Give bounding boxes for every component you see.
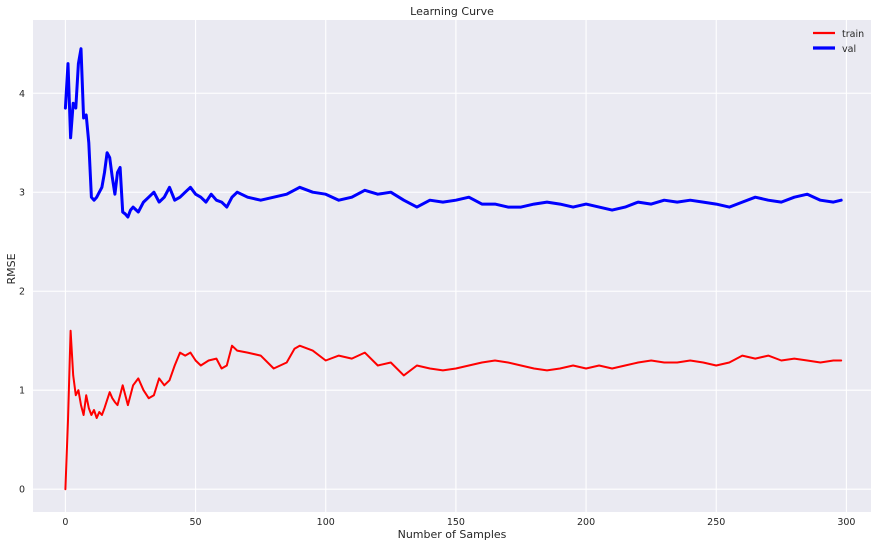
x-tick-label: 150 [447, 517, 465, 528]
y-axis-label: RMSE [5, 253, 18, 284]
x-tick-label: 300 [837, 517, 855, 528]
legend: train val [813, 29, 864, 55]
y-tick-label: 1 [19, 386, 25, 397]
x-tick-label: 50 [190, 517, 202, 528]
legend-label-val: val [842, 44, 856, 55]
plot-area [33, 20, 871, 512]
x-tick-label: 200 [577, 517, 595, 528]
x-tick-label: 0 [62, 517, 68, 528]
y-tick-label: 3 [19, 188, 25, 199]
series-line-val [63, 47, 843, 219]
grid [33, 20, 871, 512]
y-tick-label: 0 [19, 485, 25, 496]
y-tick-label: 2 [19, 287, 25, 298]
series-layer [63, 47, 843, 491]
ticks: 0 50 100 150 200 250 300 0 1 2 3 4 [19, 89, 856, 528]
x-axis-label: Number of Samples [398, 528, 507, 541]
chart-title: Learning Curve [410, 5, 494, 18]
legend-label-train: train [842, 29, 864, 40]
y-tick-label: 4 [19, 89, 25, 100]
x-tick-label: 100 [317, 517, 335, 528]
series-line-train [64, 329, 843, 491]
x-tick-label: 250 [707, 517, 725, 528]
